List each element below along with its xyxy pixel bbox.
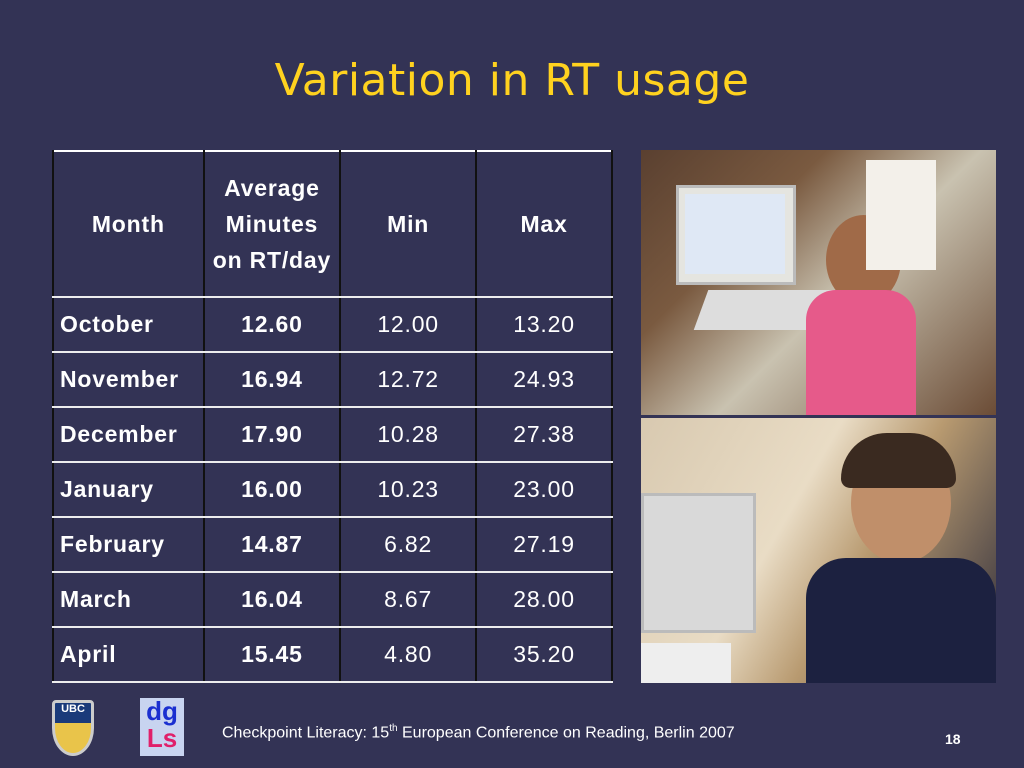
table-row: March 16.04 8.67 28.00 xyxy=(52,572,613,628)
cell-min: 6.82 xyxy=(339,517,477,573)
cell-month: February xyxy=(52,517,205,573)
ubc-logo: UBC xyxy=(52,700,94,756)
rt-usage-table: Month Average Minutes on RT/day Min Max … xyxy=(52,150,613,683)
page-number: 18 xyxy=(945,731,961,747)
cell-min: 4.80 xyxy=(339,627,477,683)
header-min: Min xyxy=(339,151,477,298)
table-row: January 16.00 10.23 23.00 xyxy=(52,462,613,518)
photo-girl-at-computer xyxy=(641,150,996,415)
footer-text: Checkpoint Literacy: 15th European Confe… xyxy=(222,723,735,742)
table-header-row: Month Average Minutes on RT/day Min Max xyxy=(52,151,613,298)
cell-max: 27.19 xyxy=(475,517,613,573)
table-row: November 16.94 12.72 24.93 xyxy=(52,352,613,408)
cell-month: March xyxy=(52,572,205,628)
cell-month: January xyxy=(52,462,205,518)
table-row: February 14.87 6.82 27.19 xyxy=(52,517,613,573)
table-row: April 15.45 4.80 35.20 xyxy=(52,627,613,683)
slide-title: Variation in RT usage xyxy=(274,55,750,106)
header-average: Average Minutes on RT/day xyxy=(202,151,341,298)
cell-min: 12.00 xyxy=(339,297,477,353)
cell-max: 23.00 xyxy=(475,462,613,518)
cell-month: December xyxy=(52,407,205,463)
cell-min: 10.28 xyxy=(339,407,477,463)
cell-month: November xyxy=(52,352,205,408)
cell-average: 12.60 xyxy=(202,297,341,353)
table-row: October 12.60 12.00 13.20 xyxy=(52,297,613,353)
cell-min: 8.67 xyxy=(339,572,477,628)
cell-min: 12.72 xyxy=(339,352,477,408)
cell-month: April xyxy=(52,627,205,683)
dgls-logo: dg Ls xyxy=(140,698,184,756)
table-row: December 17.90 10.28 27.38 xyxy=(52,407,613,463)
cell-max: 27.38 xyxy=(475,407,613,463)
header-month: Month xyxy=(52,151,205,298)
cell-average: 16.04 xyxy=(202,572,341,628)
cell-max: 28.00 xyxy=(475,572,613,628)
cell-max: 24.93 xyxy=(475,352,613,408)
cell-average: 15.45 xyxy=(202,627,341,683)
cell-average: 16.00 xyxy=(202,462,341,518)
cell-max: 13.20 xyxy=(475,297,613,353)
cell-average: 17.90 xyxy=(202,407,341,463)
photo-boy-at-computer xyxy=(641,418,996,683)
cell-month: October xyxy=(52,297,205,353)
header-max: Max xyxy=(475,151,613,298)
cell-min: 10.23 xyxy=(339,462,477,518)
cell-max: 35.20 xyxy=(475,627,613,683)
cell-average: 14.87 xyxy=(202,517,341,573)
cell-average: 16.94 xyxy=(202,352,341,408)
